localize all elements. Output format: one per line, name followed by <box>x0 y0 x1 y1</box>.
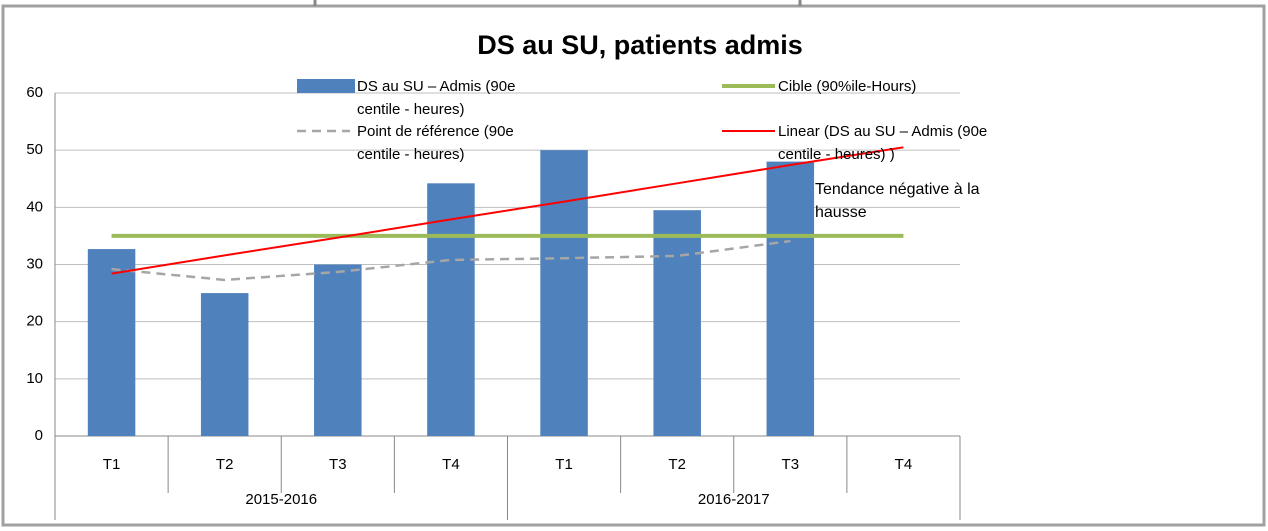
x-tick-label: T4 <box>895 456 913 473</box>
legend-label: Linear (DS au SU – Admis (90e centile - … <box>778 123 988 163</box>
y-tick-label: 10 <box>26 370 43 387</box>
y-tick-label: 50 <box>26 141 43 158</box>
y-tick-label: 40 <box>26 198 43 215</box>
group-label: 2016-2017 <box>698 491 770 508</box>
bar <box>653 210 701 436</box>
legend-label: DS au SU – Admis (90e centile - heures) <box>357 78 516 118</box>
y-tick-label: 20 <box>26 313 43 330</box>
series-line <box>111 239 791 282</box>
x-tick-label: T3 <box>782 456 800 473</box>
bar <box>766 161 815 436</box>
bar <box>540 150 588 436</box>
frame <box>1 4 1266 527</box>
legend-swatch <box>297 79 355 93</box>
group-label: 2015-2016 <box>245 491 317 508</box>
y-tick-label: 30 <box>26 255 43 272</box>
x-tick-label: T1 <box>103 456 121 473</box>
bar <box>427 183 475 436</box>
y-tick-label: 0 <box>35 427 43 444</box>
bar <box>200 293 249 436</box>
x-tick-label: T3 <box>329 456 347 473</box>
x-tick-label: T2 <box>668 456 686 473</box>
series-line <box>111 146 904 275</box>
y-tick-label: 60 <box>26 84 43 101</box>
legend-label: Point de référence (90e centile - heures… <box>357 123 514 163</box>
bar <box>87 249 136 436</box>
x-tick-label: T4 <box>442 456 460 473</box>
chart-title: DS au SU, patients admis <box>477 30 803 60</box>
legend-label: Cible (90%ile-Hours) <box>778 78 917 95</box>
x-tick-label: T2 <box>216 456 234 473</box>
annotation: Tendance négative à la hausse <box>815 181 980 221</box>
x-tick-label: T1 <box>555 456 573 473</box>
bar <box>314 264 362 436</box>
legend <box>297 79 775 133</box>
